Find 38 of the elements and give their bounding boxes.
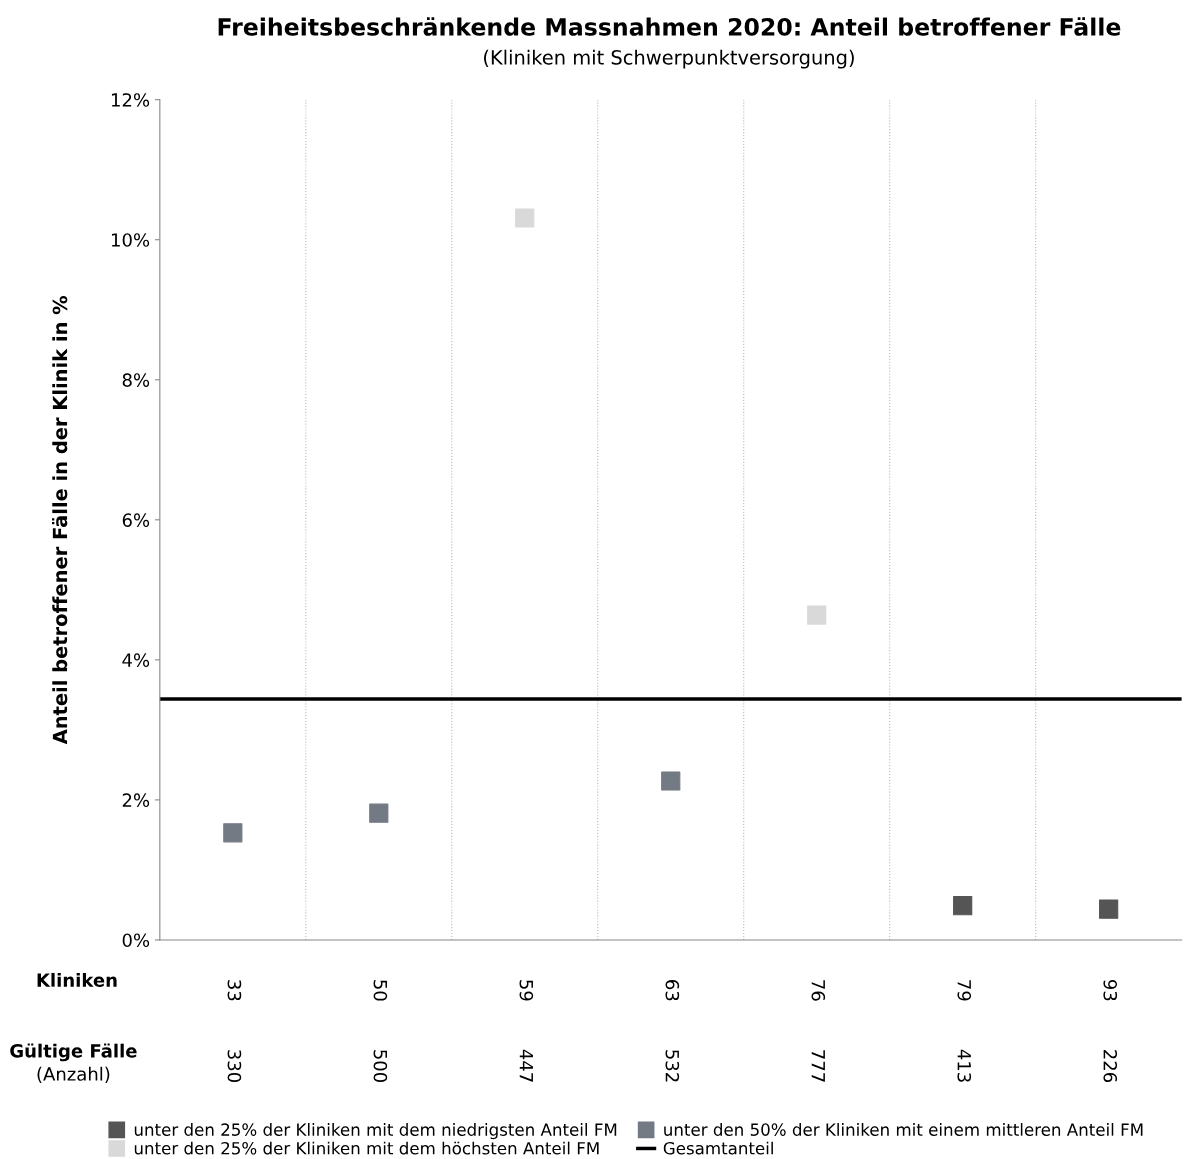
- legend-label: unter den 50% der Kliniken mit einem mittleren Anteil FM: [664, 1123, 1143, 1136]
- x-tick-label: 33: [227, 980, 242, 1001]
- text: 226: [1103, 1050, 1118, 1083]
- x-tick-label: 59: [519, 980, 534, 1001]
- y-tick-label: 8%: [122, 373, 150, 387]
- text: 532: [665, 1050, 680, 1082]
- text: 447: [519, 1049, 533, 1082]
- y-tick-label: 6%: [122, 513, 150, 527]
- legend-label: Gesamtanteil: [663, 1141, 773, 1155]
- x-tick-label: 76: [811, 980, 826, 1001]
- x-tick-label: 63: [665, 980, 680, 1001]
- point: [369, 803, 389, 823]
- text: 500: [373, 1050, 388, 1083]
- legend-label: unter den 25% der Kliniken mit dem niedrigsten Anteil FM: [134, 1123, 617, 1140]
- text: Gültige Fälle: [10, 1043, 137, 1062]
- y-tick-label: 0%: [122, 933, 150, 948]
- text: (Anzahl): [37, 1066, 110, 1083]
- text: 330: [227, 1050, 242, 1083]
- chart-subtitle: (Kliniken mit Schwerpunktversorgung): [484, 49, 854, 69]
- x-tick-label: 93: [1103, 979, 1118, 1001]
- point: [1099, 899, 1119, 919]
- point: [223, 823, 243, 843]
- y-tick-label: 10%: [111, 233, 150, 247]
- legend-label: unter den 25% der Kliniken mit dem höchsten Anteil FM: [134, 1141, 599, 1155]
- y-tick-label: 2%: [122, 793, 150, 808]
- y-tick-label: 12%: [111, 93, 150, 107]
- point: [515, 208, 535, 228]
- x-tick-label: 79: [957, 980, 972, 1001]
- point: [953, 896, 973, 916]
- text: 413: [957, 1049, 972, 1082]
- point: [807, 605, 827, 625]
- y-tick-label: 4%: [122, 653, 150, 667]
- text: 777: [811, 1050, 825, 1082]
- x-tick-label: 50: [373, 980, 388, 1001]
- text: Kliniken: [37, 972, 117, 987]
- chart-title: Freiheitsbeschränkende Massnahmen 2020: Anteil betroffener Fälle: [218, 17, 1121, 36]
- point: [661, 771, 681, 791]
- y-axis-title: Anteil betroffener Fälle in der Klinik in %: [52, 295, 68, 745]
